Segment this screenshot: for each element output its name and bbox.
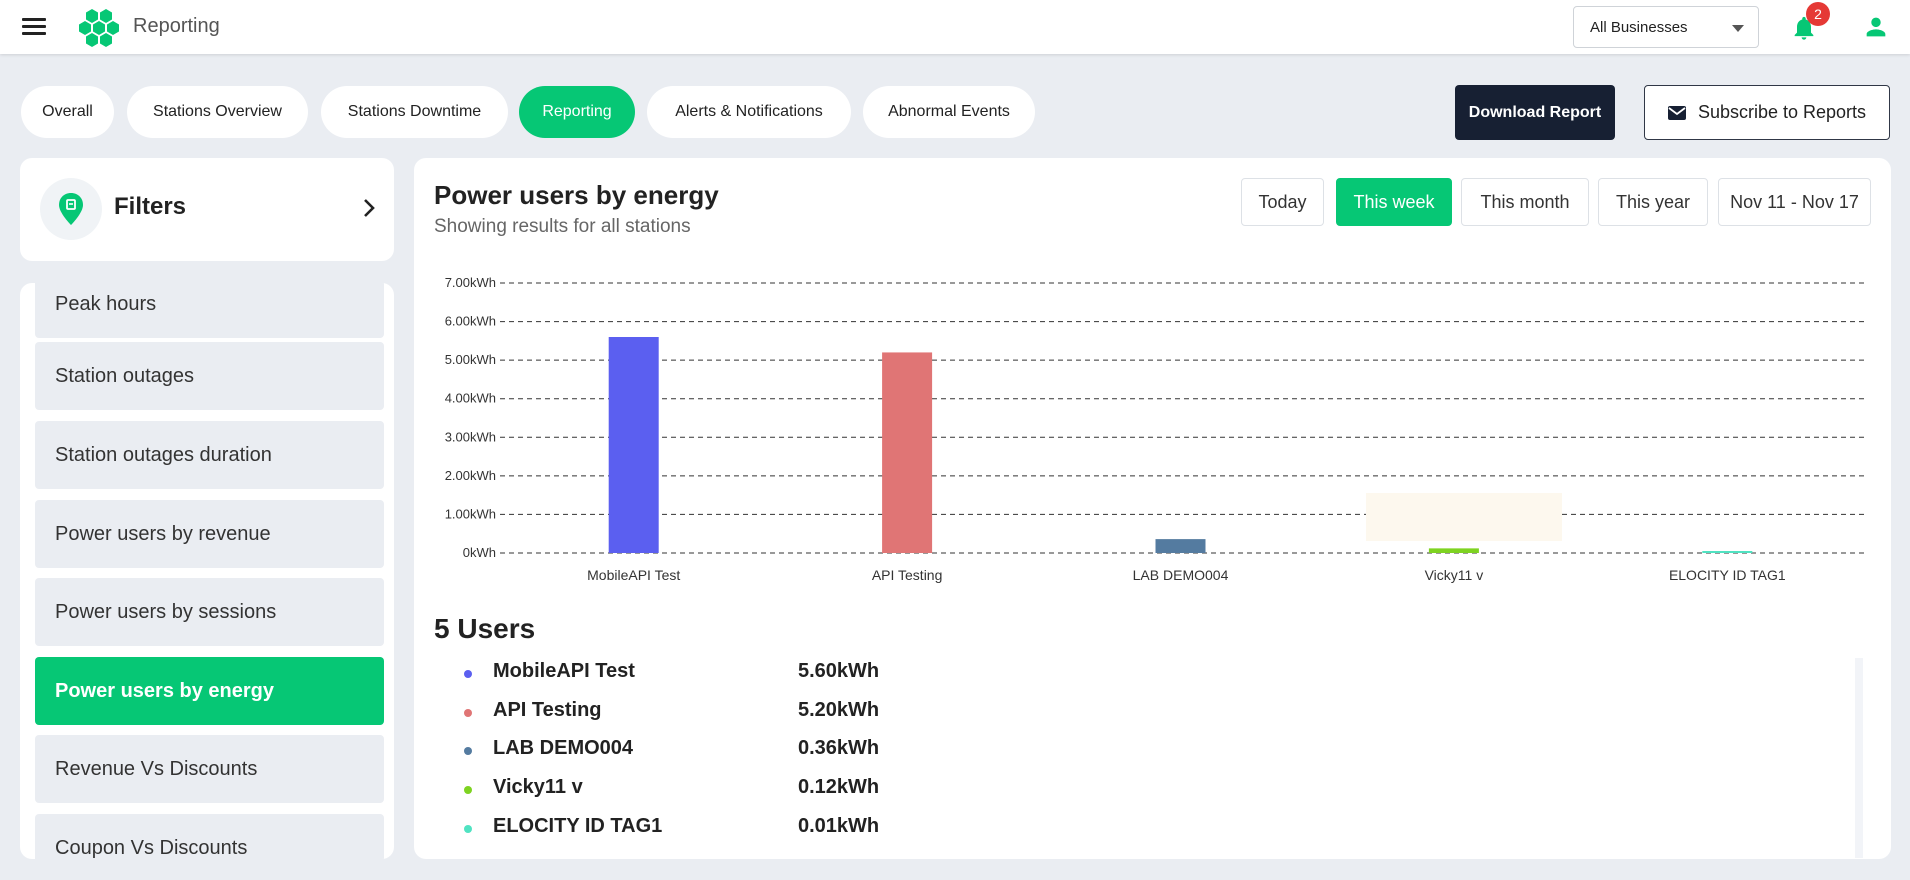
tab-stations-overview[interactable]: Stations Overview: [127, 86, 308, 138]
report-panel: Power users by energy Showing results fo…: [414, 158, 1891, 859]
energy-bar-chart: 0kWh 1.00kWh 2.00kWh 3.00kWh 4.00kWh 5.00kWh 6…: [445, 275, 1867, 583]
chart-bar[interactable]: [1428, 548, 1479, 553]
users-count-heading: 5 Users: [434, 613, 536, 644]
filters-badge: [40, 178, 102, 240]
x-tick-label: API Testing: [872, 567, 943, 583]
sidebar-item-station-outages[interactable]: Station outages: [35, 342, 384, 410]
range-today-button[interactable]: Today: [1241, 178, 1324, 226]
user-energy: 5.60kWh: [798, 660, 880, 682]
business-select-value: All Businesses: [1590, 19, 1688, 36]
business-select[interactable]: All Businesses: [1573, 6, 1759, 48]
user-energy: 0.12kWh: [798, 776, 880, 798]
list-item: ELOCITY ID TAG1 0.01kWh: [434, 813, 1034, 843]
y-tick-label: 2.00kWh: [445, 468, 496, 483]
legend-dot: [464, 825, 472, 833]
caret-down-icon: [1732, 25, 1744, 32]
filters-label: Filters: [114, 193, 187, 220]
subscribe-label: Subscribe to Reports: [1697, 102, 1867, 122]
x-tick-label: MobileAPI Test: [587, 567, 680, 583]
user-name: API Testing: [493, 699, 602, 721]
legend-dot: [464, 786, 472, 794]
download-report-button[interactable]: Download Report: [1455, 85, 1615, 140]
sidebar-item-coupon-vs-discounts[interactable]: Coupon Vs Discounts: [35, 814, 384, 859]
users-list: MobileAPI Test 5.60kWh API Testing 5.20k…: [434, 658, 1874, 858]
filters-card[interactable]: Filters: [20, 158, 394, 261]
y-tick-label: 3.00kWh: [445, 429, 496, 444]
app-title: Reporting: [133, 15, 220, 37]
page-title: Power users by energy: [434, 180, 719, 210]
y-tick-label: 6.00kWh: [445, 314, 496, 329]
user-name: ELOCITY ID TAG1: [493, 815, 663, 837]
location-pin-icon: [59, 193, 83, 225]
y-tick-label: 7.00kWh: [445, 275, 496, 290]
user-icon[interactable]: [1862, 13, 1890, 41]
list-item: MobileAPI Test 5.60kWh: [434, 658, 1034, 688]
y-tick-label: 4.00kWh: [445, 391, 496, 406]
user-energy: 0.36kWh: [798, 737, 880, 759]
y-tick-label: 0kWh: [463, 545, 496, 560]
tab-alerts-notifications[interactable]: Alerts & Notifications: [647, 86, 851, 138]
list-item: Vicky11 v 0.12kWh: [434, 774, 1034, 804]
user-energy: 5.20kWh: [798, 699, 880, 721]
chevron-right-icon[interactable]: [358, 196, 380, 220]
user-name: MobileAPI Test: [493, 660, 635, 682]
legend-dot: [464, 709, 472, 717]
tab-overall[interactable]: Overall: [21, 86, 114, 138]
sidebar-item-power-users-sessions[interactable]: Power users by sessions: [35, 578, 384, 646]
user-name: LAB DEMO004: [493, 737, 634, 759]
notification-badge: 2: [1806, 2, 1830, 26]
sidebar-item-power-users-energy[interactable]: Power users by energy: [35, 657, 384, 725]
list-scrollbar[interactable]: [1855, 658, 1863, 858]
report-list: Peak hours Station outages Station outag…: [20, 283, 394, 859]
sidebar-item-power-users-revenue[interactable]: Power users by revenue: [35, 500, 384, 568]
sidebar-item-revenue-vs-discounts[interactable]: Revenue Vs Discounts: [35, 735, 384, 803]
user-name: Vicky11 v: [493, 776, 583, 798]
tab-abnormal-events[interactable]: Abnormal Events: [863, 86, 1035, 138]
chart-bars: [608, 337, 1753, 553]
top-bar: Reporting All Businesses 2: [0, 0, 1910, 54]
chart-bar[interactable]: [1702, 551, 1753, 553]
tab-stations-downtime[interactable]: Stations Downtime: [321, 86, 508, 138]
y-tick-label: 5.00kWh: [445, 352, 496, 367]
chart-bar[interactable]: [882, 352, 933, 553]
range-this-week-button[interactable]: This week: [1336, 178, 1452, 226]
chart-bar[interactable]: [608, 337, 659, 553]
subscribe-reports-button[interactable]: Subscribe to Reports: [1644, 85, 1890, 140]
y-tick-label: 1.00kWh: [445, 506, 496, 521]
sidebar-item-peak-hours[interactable]: Peak hours: [35, 283, 384, 338]
x-tick-label: LAB DEMO004: [1133, 567, 1229, 583]
hexagon-cluster-logo: [79, 9, 119, 47]
x-tick-label: ELOCITY ID TAG1: [1669, 567, 1786, 583]
page-subtitle: Showing results for all stations: [434, 216, 691, 237]
range-this-month-button[interactable]: This month: [1461, 178, 1589, 226]
chart-tooltip: [1366, 493, 1562, 541]
legend-dot: [464, 747, 472, 755]
tab-reporting[interactable]: Reporting: [519, 86, 635, 138]
chart-grid: [500, 282, 1867, 554]
x-tick-label: Vicky11 v: [1425, 567, 1484, 583]
menu-icon[interactable]: [22, 16, 48, 38]
legend-dot: [464, 670, 472, 678]
list-item: API Testing 5.20kWh: [434, 697, 1034, 727]
date-range-picker[interactable]: Nov 11 - Nov 17: [1718, 178, 1871, 226]
list-item: LAB DEMO004 0.36kWh: [434, 735, 1034, 765]
range-this-year-button[interactable]: This year: [1598, 178, 1708, 226]
user-energy: 0.01kWh: [798, 815, 880, 837]
chart-bar[interactable]: [1155, 539, 1206, 553]
mail-icon: [1667, 105, 1686, 120]
sidebar-item-station-outages-duration[interactable]: Station outages duration: [35, 421, 384, 489]
chart-labels: 0kWh 1.00kWh 2.00kWh 3.00kWh 4.00kWh 5.00kWh 6…: [445, 275, 1786, 583]
